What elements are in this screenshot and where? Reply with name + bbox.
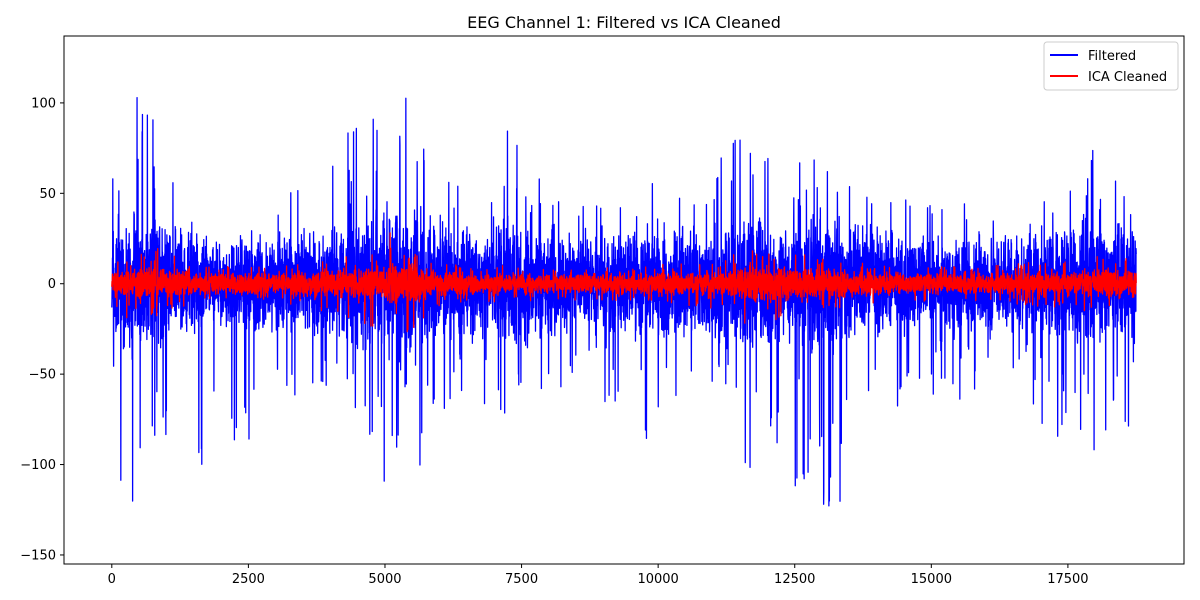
chart-title: EEG Channel 1: Filtered vs ICA Cleaned xyxy=(467,13,781,32)
legend-label-filtered: Filtered xyxy=(1088,49,1136,64)
y-tick-label: 0 xyxy=(48,277,56,292)
x-tick-label: 15000 xyxy=(911,572,952,587)
y-tick-label: −100 xyxy=(20,458,56,473)
x-tick-label: 0 xyxy=(108,572,116,587)
x-tick-label: 17500 xyxy=(1047,572,1088,587)
y-tick-label: −150 xyxy=(20,548,56,563)
x-tick-label: 7500 xyxy=(505,572,538,587)
y-tick-label: −50 xyxy=(29,368,56,383)
x-tick-label: 10000 xyxy=(637,572,678,587)
x-tick-label: 5000 xyxy=(368,572,401,587)
y-tick-label: 100 xyxy=(31,96,56,111)
legend-label-ica-cleaned: ICA Cleaned xyxy=(1088,70,1167,85)
x-tick-label: 2500 xyxy=(232,572,265,587)
y-tick-label: 50 xyxy=(39,187,56,202)
x-tick-label: 12500 xyxy=(774,572,815,587)
legend: Filtered ICA Cleaned xyxy=(1044,42,1178,90)
